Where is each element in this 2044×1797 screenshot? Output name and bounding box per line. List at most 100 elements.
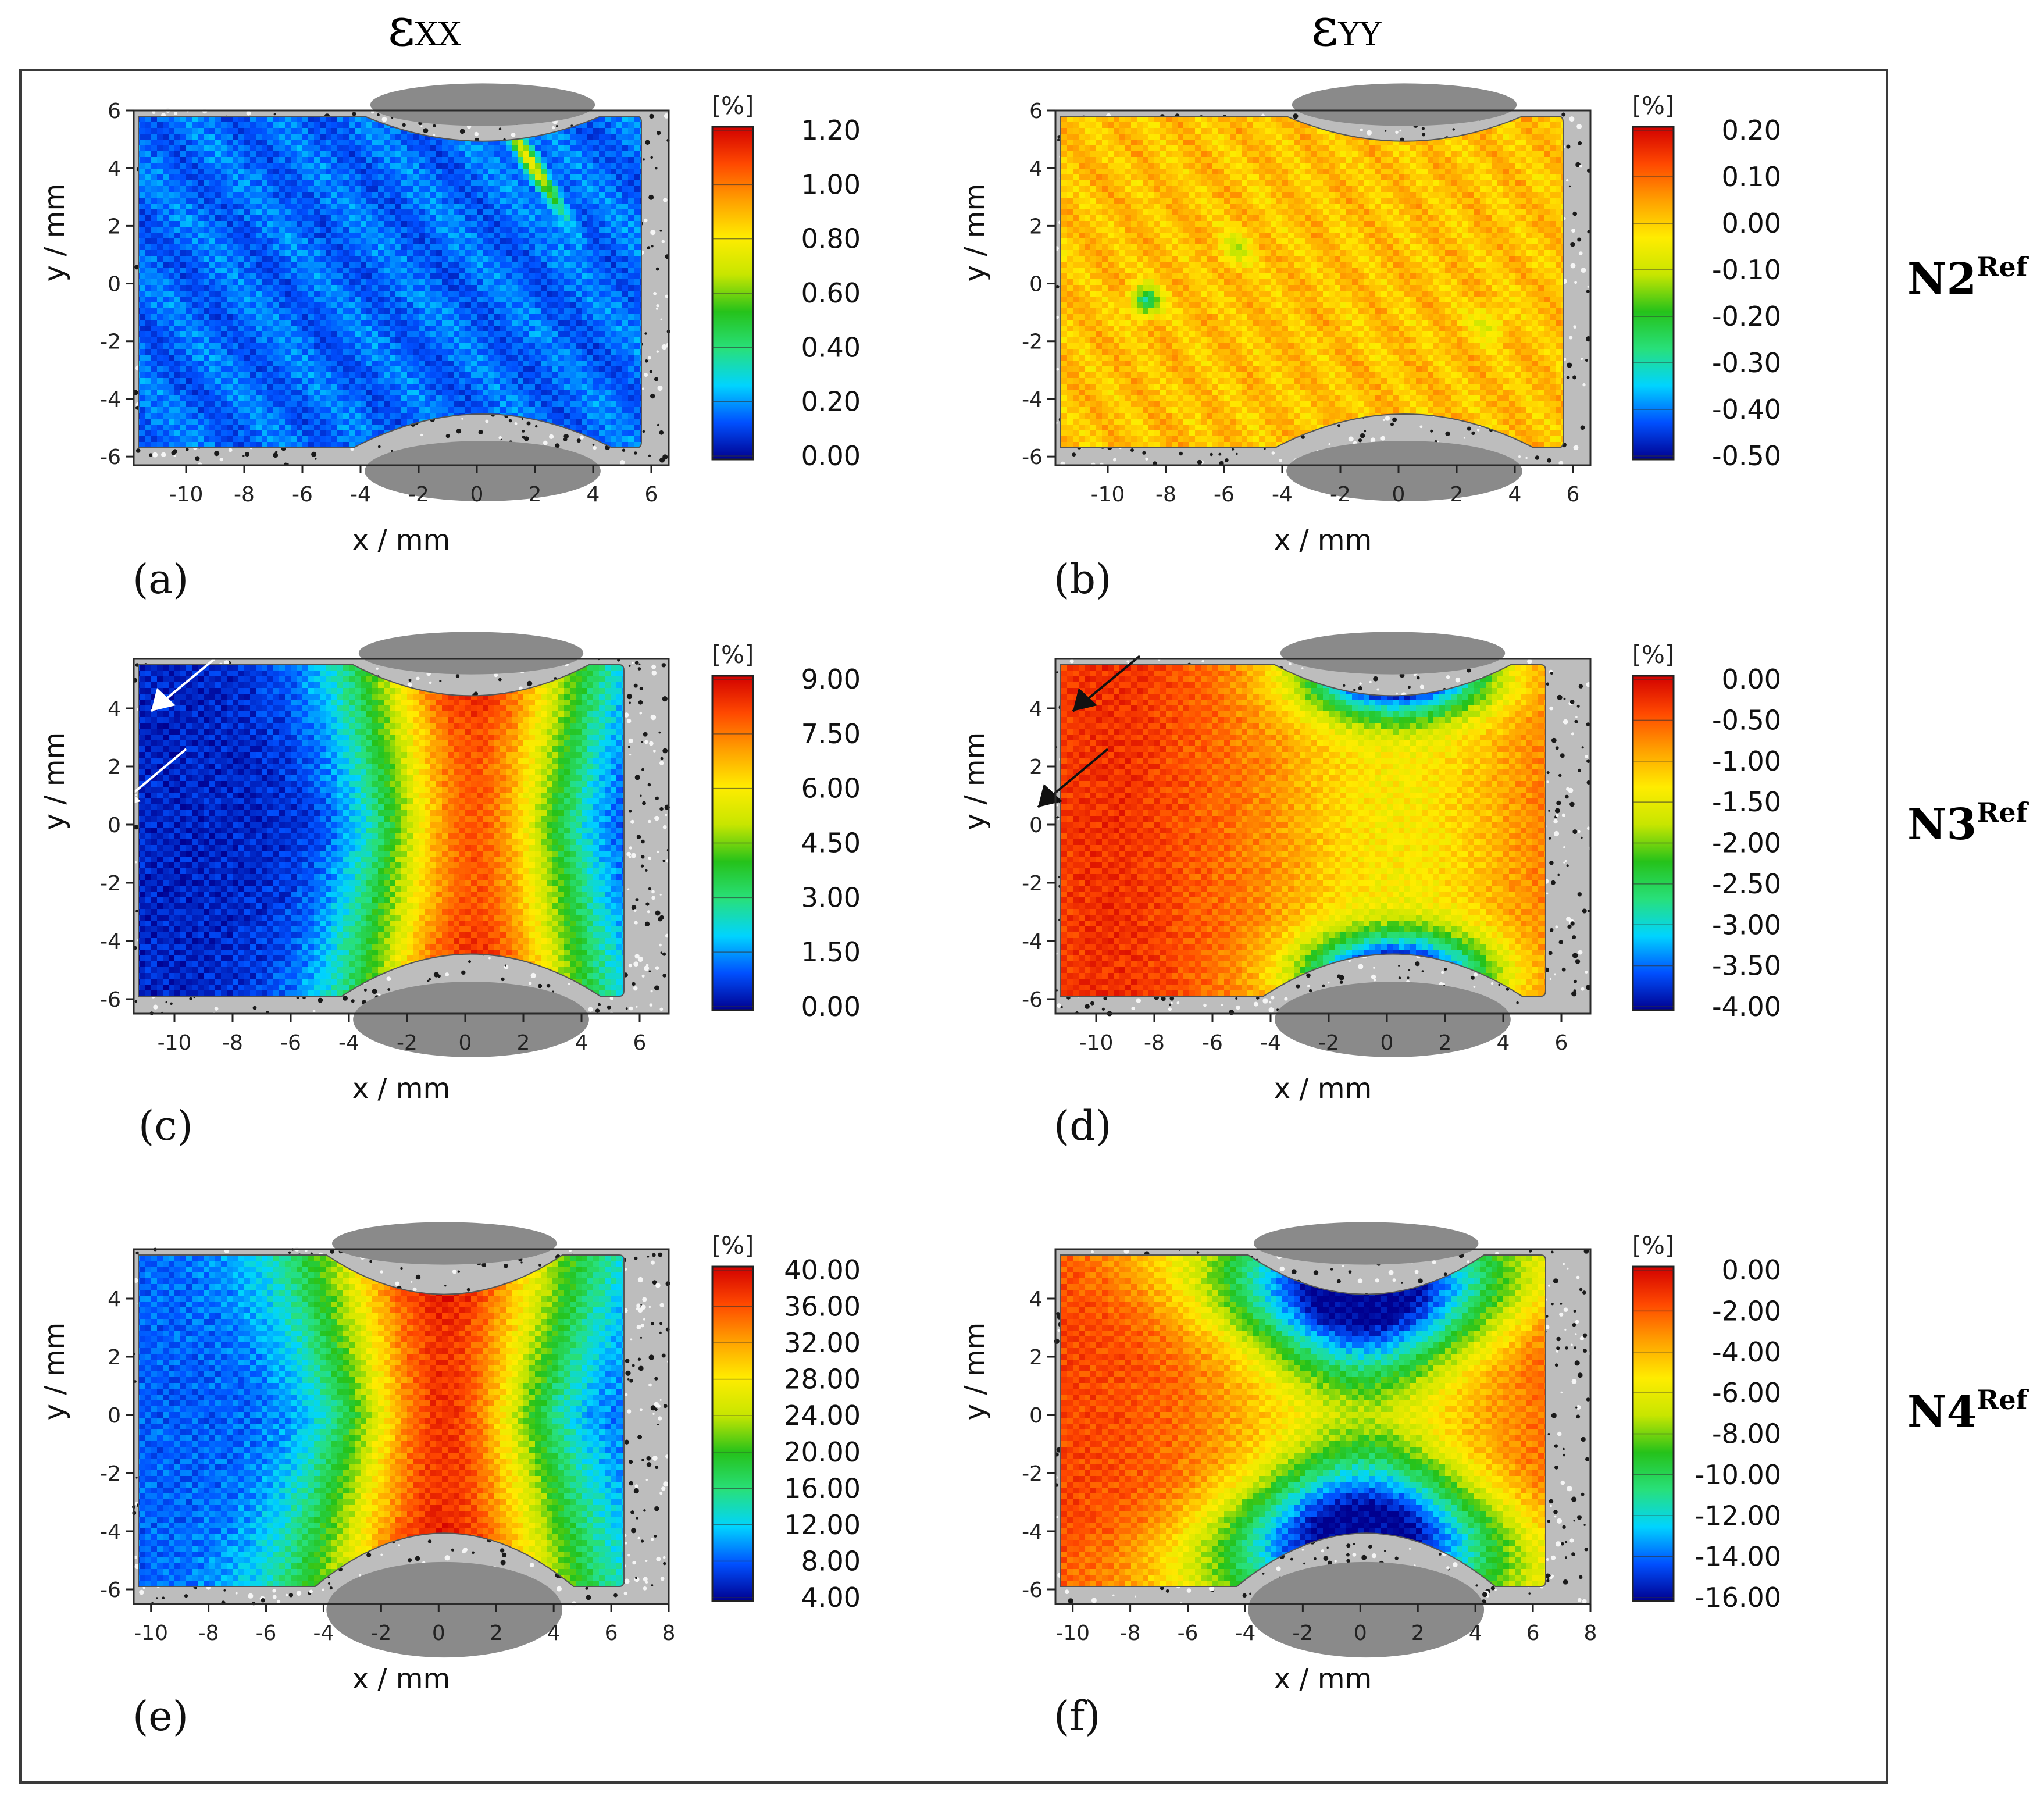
field-cell: [349, 163, 355, 169]
field-cell: [407, 215, 413, 222]
field-cell: [442, 401, 448, 408]
field-cell: [267, 145, 274, 152]
field-cell: [343, 273, 349, 280]
field-cell: [448, 273, 454, 280]
field-cell: [291, 297, 297, 303]
field-cell: [308, 430, 315, 437]
field-cell: [267, 116, 274, 123]
speckle-dot: [576, 438, 581, 443]
field-cell: [192, 198, 198, 204]
field-cell: [145, 250, 152, 256]
field-cell: [366, 140, 373, 146]
field-cell: [390, 273, 396, 280]
field-cell: [238, 134, 245, 140]
field-cell: [413, 395, 419, 402]
field-cell: [430, 395, 437, 402]
field-cell: [215, 331, 222, 338]
field-cell: [488, 355, 495, 361]
field-cell: [262, 419, 268, 425]
field-cell: [279, 180, 286, 187]
field-cell: [308, 337, 315, 344]
field-cell: [459, 308, 466, 315]
field-cell: [174, 302, 181, 309]
field-cell: [140, 413, 146, 419]
field-cell: [180, 361, 187, 367]
field-cell: [483, 372, 489, 379]
field-cell: [419, 337, 425, 344]
field-cell: [442, 297, 448, 303]
field-cell: [361, 279, 367, 286]
field-cell: [302, 395, 309, 402]
field-cell: [471, 250, 477, 256]
speckle-dot: [622, 448, 626, 452]
field-cell: [326, 169, 332, 175]
field-cell: [180, 349, 187, 355]
speckle-dot: [657, 131, 661, 136]
field-cell: [366, 291, 373, 297]
field-cell: [244, 262, 251, 268]
field-cell: [273, 366, 280, 373]
field-cell: [483, 233, 489, 239]
field-cell: [361, 192, 367, 198]
field-cell: [477, 366, 483, 373]
field-cell: [483, 169, 489, 175]
field-cell: [349, 221, 355, 227]
field-cell: [291, 151, 297, 158]
field-cell: [320, 262, 326, 268]
field-cell: [180, 250, 187, 256]
field-cell: [488, 390, 495, 396]
field-cell: [215, 297, 222, 303]
field-cell: [349, 256, 355, 262]
field-cell: [477, 378, 483, 384]
field-cell: [267, 337, 274, 344]
field-cell: [244, 244, 251, 251]
field-cell: [238, 349, 245, 355]
field-cell: [465, 204, 472, 210]
field-cell: [267, 227, 274, 233]
field-cell: [302, 314, 309, 320]
field-cell: [331, 174, 338, 181]
field-cell: [512, 331, 518, 338]
field-cell: [186, 384, 192, 390]
field-cell: [302, 186, 309, 192]
field-cell: [314, 291, 320, 297]
field-cell: [215, 273, 222, 280]
field-cell: [285, 116, 291, 123]
speckle-dot: [659, 229, 662, 232]
field-cell: [250, 163, 256, 169]
field-cell: [366, 157, 373, 163]
field-cell: [238, 204, 245, 210]
speckle-dot: [657, 386, 663, 391]
field-cell: [192, 320, 198, 326]
field-cell: [425, 145, 431, 152]
field-cell: [436, 169, 443, 175]
field-cell: [506, 157, 512, 163]
field-cell: [320, 256, 326, 262]
field-cell: [494, 314, 501, 320]
field-cell: [477, 349, 483, 355]
field-cell: [145, 180, 152, 187]
field-cell: [285, 180, 291, 187]
field-cell: [442, 407, 448, 413]
field-cell: [262, 366, 268, 373]
field-cell: [215, 302, 222, 309]
field-cell: [204, 285, 210, 291]
field-cell: [215, 204, 222, 210]
field-cell: [291, 198, 297, 204]
field-cell: [174, 134, 181, 140]
field-cell: [355, 250, 361, 256]
field-cell: [227, 395, 233, 402]
field-cell: [227, 291, 233, 297]
field-cell: [477, 308, 483, 315]
field-cell: [151, 308, 158, 315]
field-cell: [285, 401, 291, 408]
field-cell: [477, 320, 483, 326]
field-cell: [413, 186, 419, 192]
field-cell: [273, 419, 280, 425]
field-cell: [442, 256, 448, 262]
field-cell: [459, 384, 466, 390]
field-cell: [361, 174, 367, 181]
field-cell: [174, 378, 181, 384]
field-cell: [378, 308, 384, 315]
